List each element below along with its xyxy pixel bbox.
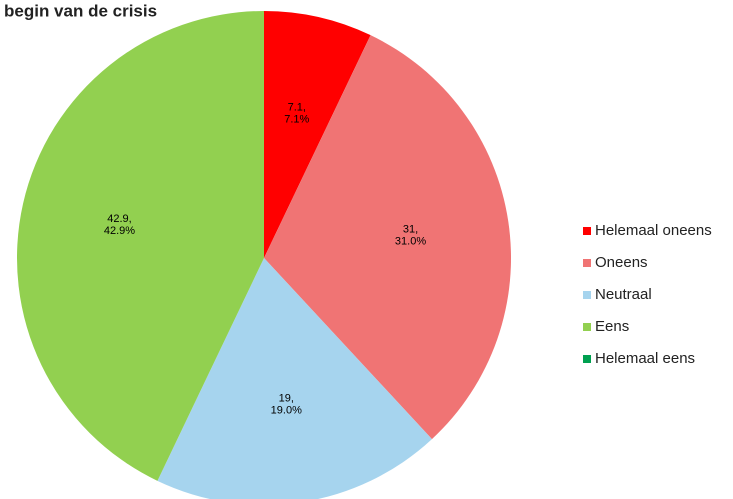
pie-slice bbox=[16, 11, 265, 481]
data-label: 19, bbox=[279, 392, 294, 404]
data-label: 42.9, bbox=[107, 213, 131, 225]
data-label: 7.1, bbox=[288, 101, 306, 113]
legend-label: Helemaal eens bbox=[595, 350, 695, 367]
legend-swatch bbox=[583, 227, 591, 235]
data-label: 7.1% bbox=[284, 113, 309, 125]
legend-label: Helemaal oneens bbox=[595, 222, 712, 239]
legend-label: Neutraal bbox=[595, 286, 652, 303]
legend-swatch bbox=[583, 355, 591, 363]
chart-title: begin van de crisis bbox=[4, 1, 157, 20]
data-label: 19.0% bbox=[271, 404, 302, 416]
legend-swatch bbox=[583, 323, 591, 331]
data-label: 31, bbox=[403, 224, 418, 236]
legend-swatch bbox=[583, 291, 591, 299]
pie-slice bbox=[264, 35, 511, 440]
data-label: 31.0% bbox=[395, 236, 426, 248]
pie-slice bbox=[264, 11, 371, 258]
data-label: 42.9% bbox=[104, 225, 135, 237]
legend-label: Eens bbox=[595, 318, 629, 335]
pie-slice bbox=[157, 258, 432, 499]
legend-swatch bbox=[583, 259, 591, 267]
legend-label: Oneens bbox=[595, 254, 648, 271]
